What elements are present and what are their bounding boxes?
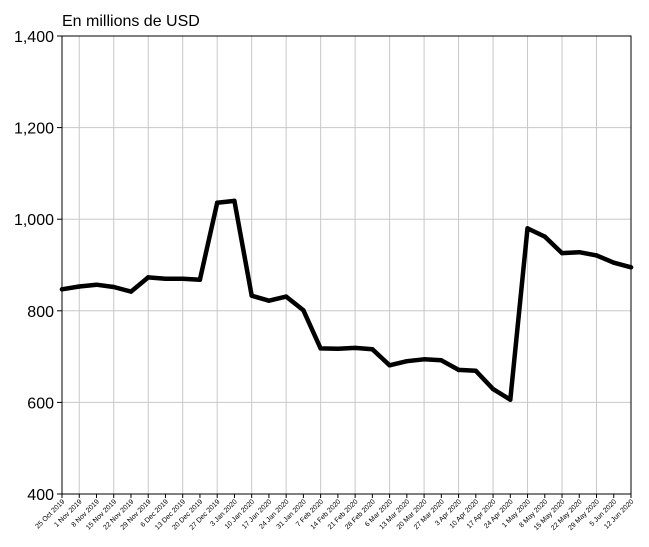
data-point (473, 368, 479, 373)
data-point (266, 298, 272, 303)
x-tick-marks (61, 494, 632, 498)
data-point (214, 200, 220, 205)
data-point (577, 249, 582, 255)
data-point (559, 250, 565, 256)
data-point (283, 294, 289, 299)
data-point (163, 276, 168, 281)
data-point (490, 386, 496, 392)
y-axis-tick-labels: 400 600 800 1,000 1,200 1,400 (14, 29, 54, 504)
data-point (404, 358, 410, 364)
data-point (628, 265, 634, 270)
data-point (611, 260, 616, 265)
data-point (128, 289, 134, 294)
data-point (421, 357, 427, 362)
data-points (59, 198, 634, 402)
data-point (594, 253, 599, 258)
y-tick-label: 800 (27, 304, 54, 321)
data-point (508, 397, 513, 402)
data-point (59, 287, 65, 292)
data-point (439, 358, 444, 363)
data-point (180, 276, 185, 281)
y-tick-label: 400 (27, 487, 54, 504)
data-point (232, 198, 237, 204)
data-point (542, 234, 547, 239)
data-point (197, 277, 203, 282)
data-point (301, 308, 306, 313)
data-point (318, 346, 323, 351)
y-tick-label: 1,000 (14, 212, 54, 229)
data-point (77, 284, 82, 289)
data-point (352, 345, 358, 351)
data-point (456, 367, 461, 373)
data-point (335, 346, 341, 352)
plot-frame (61, 35, 632, 495)
data-point (387, 363, 392, 368)
y-tick-marks (57, 35, 62, 495)
data-point (146, 275, 151, 280)
data-point (525, 226, 530, 231)
data-point (111, 284, 116, 290)
grid-lines (62, 36, 631, 494)
data-point (249, 293, 254, 298)
series-line (59, 198, 634, 402)
data-point (370, 347, 375, 352)
y-axis-unit-label: En millions de USD (62, 13, 200, 30)
y-tick-label: 600 (27, 395, 54, 412)
data-point (94, 282, 99, 287)
y-tick-label: 1,400 (14, 29, 54, 46)
y-tick-label: 1,200 (14, 121, 54, 138)
